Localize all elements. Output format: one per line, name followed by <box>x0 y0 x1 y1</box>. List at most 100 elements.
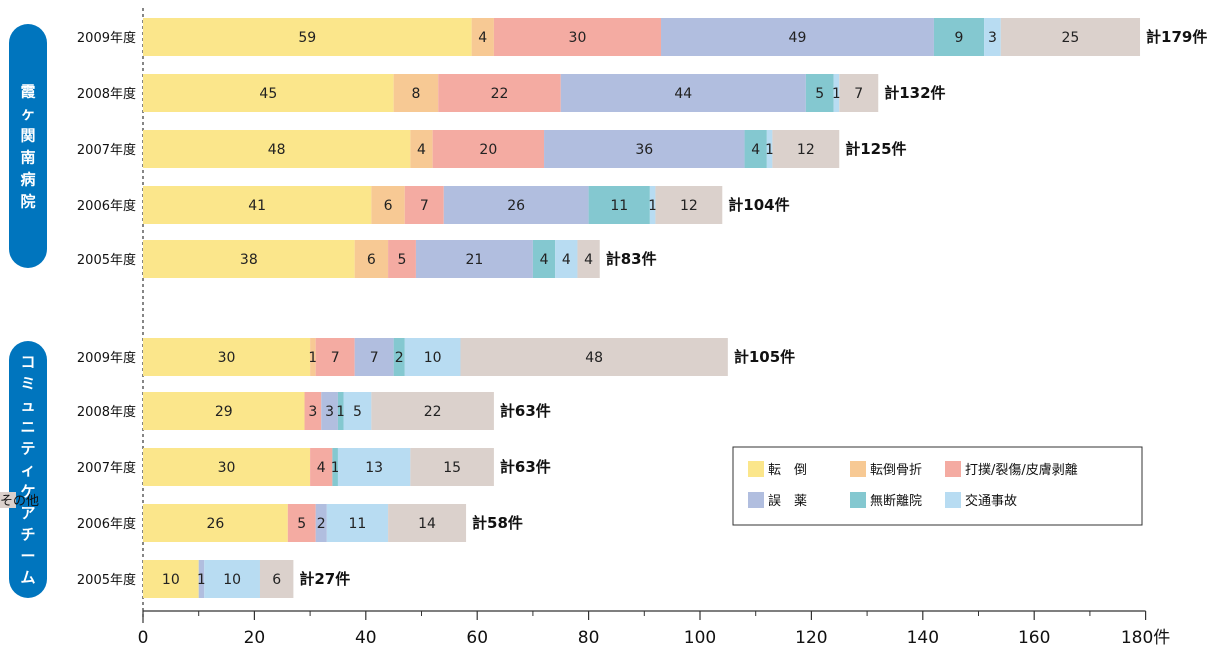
bar-segment <box>649 186 656 224</box>
bar-segment <box>744 130 767 168</box>
bar-segment <box>143 338 311 376</box>
row-total-label: 計83件 <box>606 250 657 268</box>
bar-segment <box>354 240 389 278</box>
segment-value-label: 1 <box>197 572 206 588</box>
segment-value-label: 45 <box>259 86 277 102</box>
segment-value-label: 4 <box>317 460 326 476</box>
row-total-label: 計63件 <box>500 402 551 420</box>
segment-value-label: 1 <box>832 86 841 102</box>
bar-segment <box>371 392 494 430</box>
segment-value-label: 10 <box>223 572 241 588</box>
row-label: 2005年度 <box>77 252 136 268</box>
segment-value-label: 49 <box>789 30 807 46</box>
x-tick-label: 140 <box>907 628 939 648</box>
bar-segment <box>443 186 589 224</box>
bar-segment <box>315 338 355 376</box>
legend-item-label: その他 <box>0 494 39 509</box>
bar-segment <box>143 74 394 112</box>
row-total-label: 計132件 <box>884 84 945 102</box>
segment-value-label: 21 <box>466 252 484 268</box>
segment-value-label: 20 <box>479 142 497 158</box>
bar-segment <box>661 18 934 56</box>
legend-swatch <box>945 461 961 477</box>
bar-segment <box>304 392 322 430</box>
row-label: 2009年度 <box>77 30 136 46</box>
segment-value-label: 8 <box>411 86 420 102</box>
x-axis: 0 20 40 60 80 100 120 140 160 180件 <box>138 610 1170 648</box>
bar-segment <box>354 338 394 376</box>
bar-segment <box>833 74 840 112</box>
bar-segment <box>404 186 444 224</box>
segment-value-label: 4 <box>478 30 487 46</box>
x-tick-label: 60 <box>466 628 488 648</box>
segment-value-label: 11 <box>349 516 367 532</box>
bar-segment <box>198 560 205 598</box>
bar-segment <box>560 74 806 112</box>
legend-swatch <box>850 461 866 477</box>
bar-segment <box>404 338 461 376</box>
group-label-char: チ <box>20 526 35 544</box>
bar-segment <box>933 18 985 56</box>
segment-value-label: 2 <box>395 350 404 366</box>
group-label-char: 病 <box>20 171 35 189</box>
bar-segment <box>310 338 316 376</box>
segment-value-label: 5 <box>353 404 362 420</box>
bar-segment <box>143 130 411 168</box>
segment-value-label: 5 <box>297 516 306 532</box>
bar-segment <box>332 448 338 486</box>
segment-value-label: 10 <box>424 350 442 366</box>
segment-value-label: 44 <box>674 86 692 102</box>
x-tick-label: 100 <box>684 628 716 648</box>
legend-item-label: 転倒骨折 <box>870 463 922 478</box>
segment-value-label: 11 <box>610 198 628 214</box>
segment-value-label: 41 <box>248 198 266 214</box>
segment-value-label: 12 <box>680 198 698 214</box>
bar-segment <box>310 448 333 486</box>
bar-segment <box>460 338 728 376</box>
row-total-label: 計179件 <box>1146 28 1207 46</box>
row-total-label: 計58件 <box>472 514 523 532</box>
bar-segment <box>415 240 533 278</box>
segment-value-label: 4 <box>751 142 760 158</box>
group-label-box <box>9 24 47 268</box>
segment-value-label: 9 <box>955 30 964 46</box>
segment-value-label: 1 <box>331 460 340 476</box>
segment-value-label: 2 <box>317 516 326 532</box>
group-label-char: ケ <box>20 482 35 500</box>
segment-value-label: 1 <box>765 142 774 158</box>
bar-segment <box>143 18 472 56</box>
segment-value-label: 1 <box>308 350 317 366</box>
x-tick-label: 80 <box>578 628 600 648</box>
segment-value-label: 48 <box>268 142 286 158</box>
bar-segment <box>371 186 405 224</box>
legend-swatch <box>0 492 16 508</box>
bar-segment <box>388 504 467 542</box>
group-label-char: 院 <box>20 193 35 211</box>
legend-box <box>732 446 1143 526</box>
x-tick-label: 120 <box>795 628 827 648</box>
segment-value-label: 7 <box>420 198 429 214</box>
row-total-label: 計105件 <box>734 348 795 366</box>
legend-swatch <box>748 461 764 477</box>
segment-value-label: 7 <box>331 350 340 366</box>
segment-value-label: 15 <box>443 460 461 476</box>
group-label-char: テ <box>20 439 35 457</box>
segment-value-label: 1 <box>648 198 657 214</box>
group-label-char: ニ <box>20 418 35 436</box>
bar-segment <box>337 448 411 486</box>
segment-value-label: 6 <box>367 252 376 268</box>
row-label: 2005年度 <box>77 572 136 588</box>
row-total-label: 計104件 <box>728 196 789 214</box>
legend-item-label: 誤 薬 <box>768 493 807 509</box>
bar-segment <box>204 560 260 598</box>
segment-value-label: 10 <box>162 572 180 588</box>
bar-segment <box>393 338 405 376</box>
group-label-char: ア <box>20 504 35 522</box>
row-total-label: 計63件 <box>500 458 551 476</box>
group-label-char: ュ <box>20 396 35 414</box>
bar-segment <box>259 560 294 598</box>
group-label-char: ム <box>20 569 35 587</box>
bar-segment <box>438 74 561 112</box>
